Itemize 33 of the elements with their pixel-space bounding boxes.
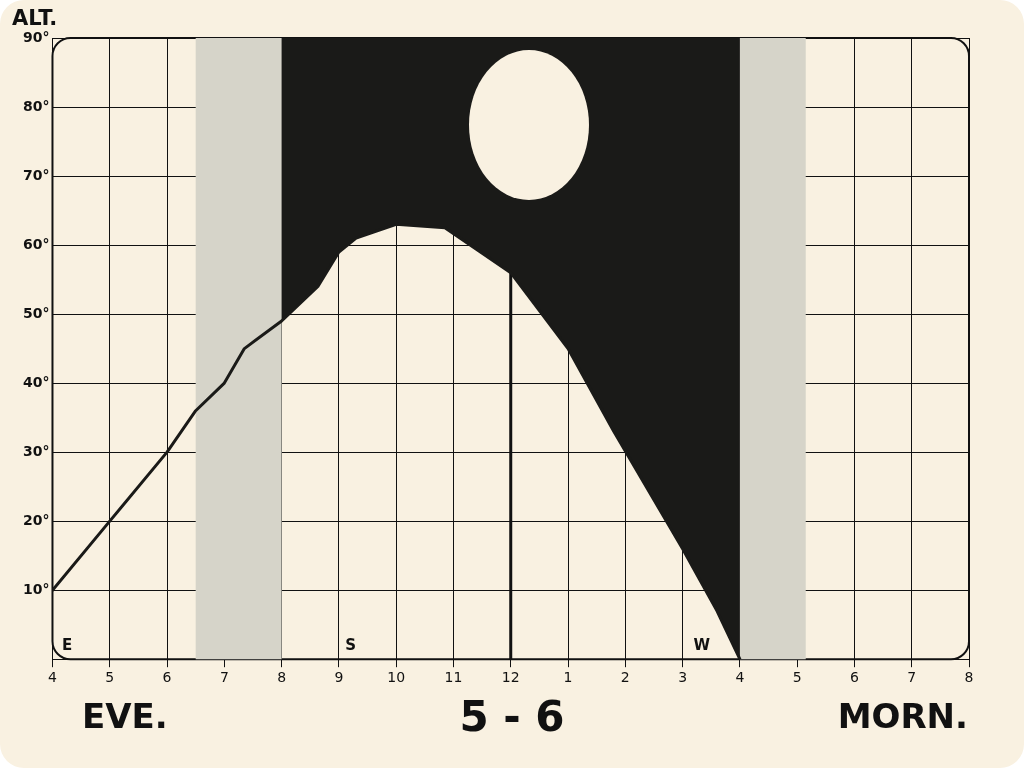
- x-tick-label: 7: [907, 669, 917, 686]
- text: EVE.: [82, 696, 168, 736]
- x-tick-label: 6: [849, 669, 859, 686]
- x-tick-label: 12: [501, 669, 520, 686]
- x-tick-label: 6: [162, 669, 172, 686]
- y-tick-label: 70°: [23, 166, 50, 183]
- y-tick-label: 40°: [23, 373, 50, 390]
- y-tick-label: 90°: [23, 28, 50, 45]
- x-tick-label: 10: [387, 669, 406, 686]
- y-tick-label: 60°: [23, 235, 50, 252]
- x-tick-label: 8: [277, 669, 287, 686]
- x-tick-label: 4: [735, 669, 745, 686]
- x-tick-label: 8: [964, 669, 974, 686]
- y-tick-label: 10°: [23, 580, 50, 597]
- x-tick-label: 4: [48, 669, 58, 686]
- text: 5 - 6: [459, 692, 565, 741]
- y-axis-title: ALT.: [12, 6, 58, 30]
- x-tick-label: 9: [334, 669, 344, 686]
- x-tick-label: 5: [792, 669, 802, 686]
- annotation: S: [345, 635, 356, 654]
- y-tick-label: 50°: [23, 304, 50, 321]
- text: MORN.: [837, 696, 968, 736]
- x-tick-label: 3: [678, 669, 688, 686]
- y-tick-label: 80°: [23, 97, 50, 114]
- x-tick-label: 1: [563, 669, 573, 686]
- x-tick-label: 7: [219, 669, 229, 686]
- y-tick-label: 20°: [23, 511, 50, 528]
- x-tick-label: 2: [620, 669, 630, 686]
- y-tick-label: 30°: [23, 442, 50, 459]
- annotation: W: [693, 635, 711, 654]
- x-tick-label: 5: [105, 669, 115, 686]
- x-tick-label: 11: [444, 669, 463, 686]
- annotation: E: [61, 635, 73, 654]
